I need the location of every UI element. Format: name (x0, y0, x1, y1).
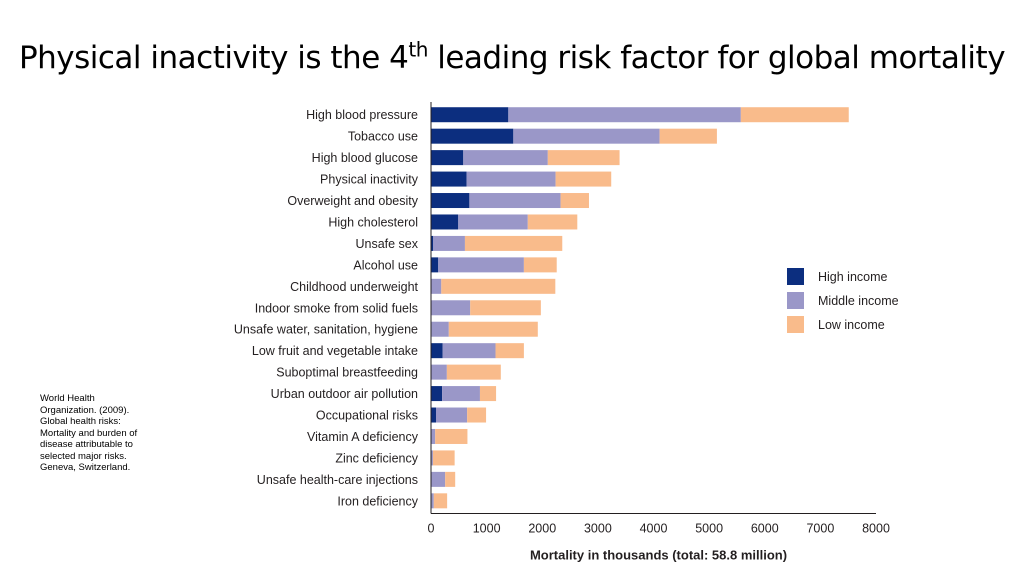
bar-indoor-smoke-from-solid-fuels-low-income (470, 300, 541, 316)
category-label: Physical inactivity (320, 173, 419, 187)
legend-swatch-low-income (787, 316, 804, 333)
bar-urban-outdoor-air-pollution-low-income (479, 386, 497, 402)
category-label: Unsafe health-care injections (257, 473, 418, 487)
bar-high-blood-pressure-high-income (431, 107, 509, 123)
bar-vitamin-a-deficiency-low-income (435, 428, 468, 444)
title-rest: leading risk factor for global mortality (427, 40, 1006, 76)
x-tick-label: 5000 (695, 522, 723, 536)
x-tick-label: 2000 (528, 522, 556, 536)
category-label: Vitamin A deficiency (307, 430, 419, 444)
x-tick-label: 6000 (751, 522, 779, 536)
bar-low-fruit-and-vegetable-intake-high-income (431, 343, 443, 359)
category-label: Overweight and obesity (287, 194, 418, 208)
bar-high-blood-pressure-middle-income (508, 107, 741, 123)
bar-tobacco-use-middle-income (513, 128, 660, 144)
bar-unsafe-sex-middle-income (433, 235, 465, 251)
bar-iron-deficiency-middle-income (431, 493, 434, 509)
category-label: High blood pressure (306, 108, 418, 122)
category-label: Indoor smoke from solid fuels (255, 301, 418, 315)
category-label: Unsafe sex (355, 237, 418, 251)
category-label: Zinc deficiency (335, 451, 418, 465)
bar-urban-outdoor-air-pollution-high-income (431, 386, 443, 402)
category-labels: High blood pressure Tobacco use High blood… (234, 108, 419, 508)
category-label: Alcohol use (353, 258, 418, 272)
x-tick-label: 3000 (584, 522, 612, 536)
citation-text: World Health Organization. (2009). Globa… (40, 393, 138, 473)
bar-alcohol-use-high-income (431, 257, 439, 273)
x-tick-label: 8000 (862, 522, 890, 536)
title-superscript: th (408, 37, 428, 62)
slide-title: Physical inactivity is the 4th leading r… (0, 40, 1024, 76)
x-axis-label: Mortality in thousands (total: 58.8 mill… (530, 548, 787, 563)
legend: High income Middle income Low income (787, 268, 899, 333)
category-label: High blood glucose (312, 151, 418, 165)
bar-unsafe-water-sanitation-hygiene-low-income (448, 321, 538, 337)
x-tick-label: 7000 (806, 522, 834, 536)
x-tick-label: 4000 (640, 522, 668, 536)
bar-high-blood-glucose-middle-income (463, 150, 548, 166)
bar-occupational-risks-middle-income (436, 407, 468, 423)
bar-physical-inactivity-high-income (431, 171, 467, 187)
bar-physical-inactivity-low-income (555, 171, 612, 187)
bar-occupational-risks-low-income (467, 407, 487, 423)
bar-occupational-risks-high-income (431, 407, 437, 423)
category-label: Tobacco use (348, 130, 418, 144)
bars-group (431, 107, 849, 509)
legend-label-high-income: High income (818, 270, 888, 284)
bar-overweight-and-obesity-low-income (560, 193, 589, 209)
bar-unsafe-water-sanitation-hygiene-middle-income (431, 321, 449, 337)
bar-indoor-smoke-from-solid-fuels-middle-income (431, 300, 471, 316)
x-tick-label: 0 (428, 522, 435, 536)
bar-physical-inactivity-middle-income (466, 171, 556, 187)
bar-overweight-and-obesity-middle-income (469, 193, 561, 209)
x-tick-labels: 0 1000 2000 3000 4000 5000 6000 7000 8000 (428, 522, 890, 536)
title-main: Physical inactivity is the 4 (18, 40, 409, 76)
bar-childhood-underweight-middle-income (431, 278, 442, 294)
legend-swatch-high-income (787, 268, 804, 285)
bar-high-cholesterol-high-income (431, 214, 459, 230)
bar-unsafe-sex-low-income (464, 235, 563, 251)
bar-alcohol-use-middle-income (438, 257, 524, 273)
bar-zinc-deficiency-low-income (432, 450, 455, 466)
legend-label-middle-income: Middle income (818, 294, 899, 308)
x-tick-label: 1000 (473, 522, 501, 536)
bar-urban-outdoor-air-pollution-middle-income (442, 386, 480, 402)
category-label: Low fruit and vegetable intake (252, 344, 418, 358)
bar-overweight-and-obesity-high-income (431, 193, 470, 209)
bar-tobacco-use-high-income (431, 128, 514, 144)
bar-alcohol-use-low-income (523, 257, 557, 273)
category-label: Unsafe water, sanitation, hygiene (234, 323, 418, 337)
bar-unsafe-health-care-injections-middle-income (431, 471, 446, 487)
bar-iron-deficiency-low-income (433, 493, 448, 509)
bar-vitamin-a-deficiency-middle-income (431, 428, 436, 444)
category-label: Iron deficiency (337, 494, 418, 508)
bar-childhood-underweight-low-income (441, 278, 556, 294)
category-label: Suboptimal breastfeeding (276, 366, 418, 380)
legend-swatch-middle-income (787, 292, 804, 309)
bar-high-blood-pressure-low-income (740, 107, 849, 123)
bar-high-blood-glucose-low-income (547, 150, 620, 166)
category-label: High cholesterol (328, 215, 418, 229)
bar-zinc-deficiency-middle-income (431, 450, 433, 466)
category-label: Occupational risks (316, 409, 418, 423)
bar-high-cholesterol-middle-income (458, 214, 528, 230)
bar-suboptimal-breastfeeding-low-income (446, 364, 501, 380)
bar-suboptimal-breastfeeding-middle-income (431, 364, 447, 380)
bar-unsafe-health-care-injections-low-income (445, 471, 456, 487)
legend-label-low-income: Low income (818, 318, 885, 332)
bar-high-cholesterol-low-income (527, 214, 578, 230)
category-label: Childhood underweight (290, 280, 418, 294)
bar-low-fruit-and-vegetable-intake-low-income (495, 343, 524, 359)
bar-high-blood-glucose-high-income (431, 150, 464, 166)
bar-tobacco-use-low-income (659, 128, 717, 144)
bar-unsafe-sex-high-income (431, 235, 434, 251)
category-label: Urban outdoor air pollution (271, 387, 418, 401)
bar-low-fruit-and-vegetable-intake-middle-income (442, 343, 496, 359)
